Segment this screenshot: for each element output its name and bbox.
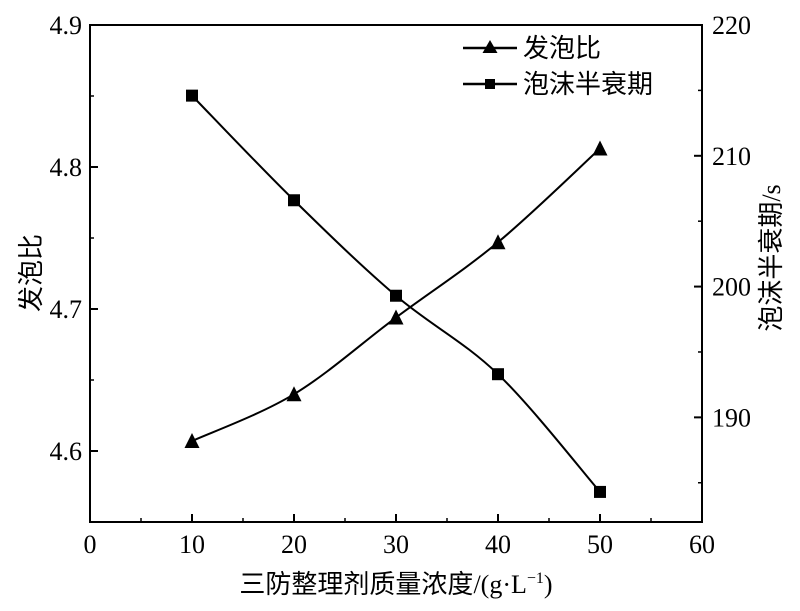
right-y-axis-ticks: 190 200 210 220 — [694, 11, 751, 484]
left-y-tick-label: 4.6 — [50, 437, 83, 466]
legend-label-foaming-ratio: 发泡比 — [523, 34, 601, 64]
square-point-foam-half-life — [288, 194, 300, 207]
x-tick-label: 20 — [281, 530, 307, 559]
left-y-tick-label: 4.8 — [50, 153, 83, 182]
legend-square-marker — [485, 79, 495, 89]
left-y-axis-title: 发泡比 — [17, 234, 47, 312]
series-layer — [184, 89, 608, 498]
right-y-tick-label: 220 — [712, 11, 751, 40]
right-y-axis-title: 泡沫半衰期/s — [757, 184, 787, 331]
right-y-tick-label: 210 — [712, 142, 751, 171]
x-tick-label: 10 — [179, 530, 205, 559]
left-y-axis-ticks: 4.6 4.7 4.8 4.9 — [50, 11, 98, 466]
square-point-foam-half-life — [390, 289, 402, 302]
right-y-tick-label: 200 — [712, 273, 751, 302]
square-point-foam-half-life — [594, 485, 606, 498]
x-tick-label: 30 — [383, 530, 409, 559]
legend-label-foam-half-life: 泡沫半衰期 — [523, 70, 653, 100]
x-axis-title: 三防整理剂质量浓度/(g·L−1) — [239, 570, 552, 600]
left-y-tick-label: 4.7 — [50, 295, 83, 324]
x-tick-label: 50 — [587, 530, 613, 559]
legend: 发泡比 泡沫半衰期 — [463, 34, 653, 100]
square-point-foam-half-life — [186, 89, 198, 102]
left-y-tick-label: 4.9 — [50, 11, 83, 40]
square-point-foam-half-life — [492, 368, 504, 381]
x-tick-label: 60 — [689, 530, 715, 559]
triangle-point-foaming-ratio — [184, 433, 200, 449]
right-y-tick-label: 190 — [712, 403, 751, 432]
x-tick-label: 0 — [84, 530, 97, 559]
triangle-point-foaming-ratio — [490, 234, 506, 250]
triangle-point-foaming-ratio — [388, 309, 404, 325]
triangle-point-foaming-ratio — [286, 386, 302, 402]
x-tick-label: 40 — [485, 530, 511, 559]
legend-triangle-marker — [482, 40, 498, 53]
triangle-point-foaming-ratio — [592, 140, 608, 156]
x-axis-ticks: 0 10 20 30 40 50 60 — [84, 514, 715, 559]
